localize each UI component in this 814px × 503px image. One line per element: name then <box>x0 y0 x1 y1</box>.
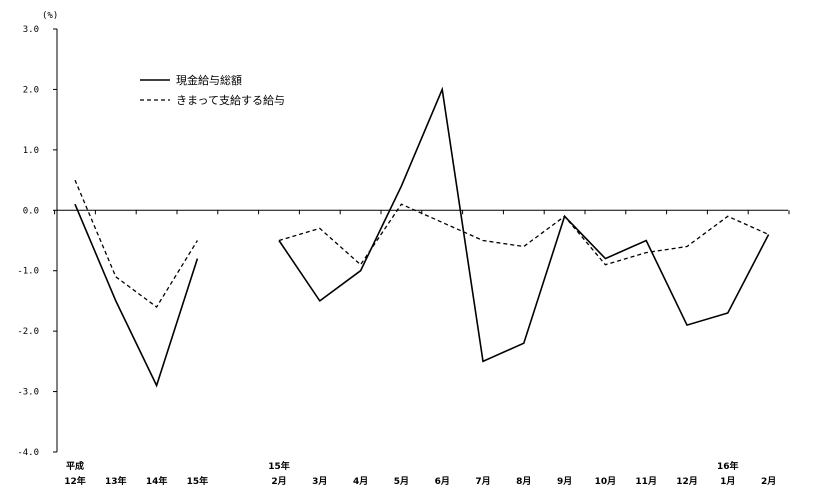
x-tick-label: 14年 <box>146 475 168 487</box>
x-tick-label: 9月 <box>557 476 572 487</box>
y-tick-label: 1.0 <box>23 146 39 156</box>
unit-label: (%) <box>42 11 58 21</box>
x-tick-label: 13年 <box>105 475 127 487</box>
x-tick-label: 12年 <box>64 475 86 487</box>
y-tick-labels: 3.0 2.0 1.0 0.0 -1.0 -2.0 -3.0 -4.0 <box>17 25 39 458</box>
x-tick-label: 2月 <box>271 476 286 487</box>
x-tick-label: 12月 <box>676 476 698 487</box>
legend: 現金給与総額 きまって支給する給与 <box>140 73 285 107</box>
x-tick-labels: 平成 12年 13年 14年 15年 15年 2月 3月 4月 5月 6月 7月 8月 9月 10月 11月 1… <box>64 460 776 487</box>
x-tick-label: 2月 <box>761 476 776 487</box>
x-tick-label-top: 15年 <box>268 460 290 472</box>
x-tick-label: 3月 <box>312 476 327 487</box>
axes <box>53 28 790 453</box>
y-tick-label: 3.0 <box>23 25 39 35</box>
series-regular-wages-line <box>74 179 198 308</box>
x-tick-label-top: 平成 <box>66 460 84 472</box>
x-tick-label: 11月 <box>635 476 657 487</box>
y-tick-label: -3.0 <box>17 388 39 398</box>
x-tick-label: 15年 <box>187 475 209 487</box>
x-tick-label: 1月 <box>720 476 735 487</box>
x-tick-label: 5月 <box>394 476 409 487</box>
series-lines <box>74 86 770 388</box>
y-tick-label: -2.0 <box>17 327 39 337</box>
legend-label-total-wages: 現金給与総額 <box>176 73 242 87</box>
y-tick-label: 2.0 <box>23 85 39 95</box>
x-tick-label: 8月 <box>516 476 531 487</box>
x-tick-label: 10月 <box>595 476 617 487</box>
y-tick-label: -1.0 <box>17 267 39 277</box>
x-tick-label: 6月 <box>435 476 450 487</box>
x-tick-label: 4月 <box>353 476 368 487</box>
series-total-wages-line <box>74 203 199 388</box>
series-regular-wages-line <box>278 203 769 266</box>
y-tick-label: -4.0 <box>17 448 39 458</box>
series-total-wages-line <box>278 86 770 363</box>
x-tick-label-top: 16年 <box>717 460 739 472</box>
y-tick-label: 0.0 <box>23 206 39 216</box>
x-tick-label: 7月 <box>475 476 490 487</box>
legend-label-regular-wages: きまって支給する給与 <box>176 93 285 107</box>
